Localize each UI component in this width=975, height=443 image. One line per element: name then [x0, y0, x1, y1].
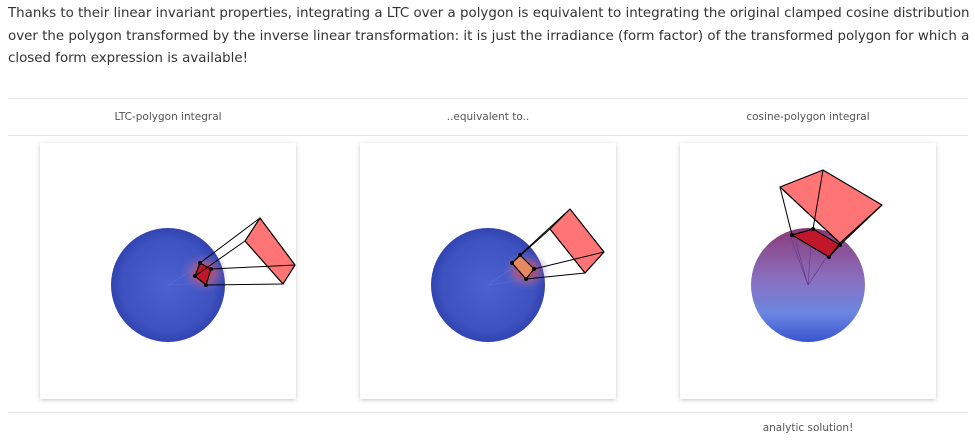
figure-header-row: LTC-polygon integral ..equivalent to.. c…	[8, 99, 968, 136]
ltc-polygon-image	[40, 143, 296, 399]
footer-ltc	[8, 413, 328, 443]
intro-paragraph: Thanks to their linear invariant propert…	[8, 3, 970, 71]
column-label-equivalent: ..equivalent to..	[328, 99, 648, 136]
cosine-polygon-image	[680, 143, 936, 399]
column-label-cosine: cosine-polygon integral	[648, 99, 968, 136]
figure-image-row	[8, 136, 968, 413]
footer-analytic-solution: analytic solution!	[648, 413, 968, 443]
figure-table: LTC-polygon integral ..equivalent to.. c…	[8, 98, 968, 443]
cosine-polygon-illustration	[680, 143, 936, 399]
column-label-ltc: LTC-polygon integral	[8, 99, 328, 136]
figure-footer-row: analytic solution!	[8, 413, 968, 443]
equivalent-illustration	[360, 143, 616, 399]
area-light-polygon	[245, 218, 295, 284]
equivalent-image	[360, 143, 616, 399]
footer-equivalent	[328, 413, 648, 443]
ltc-polygon-illustration	[40, 143, 296, 399]
